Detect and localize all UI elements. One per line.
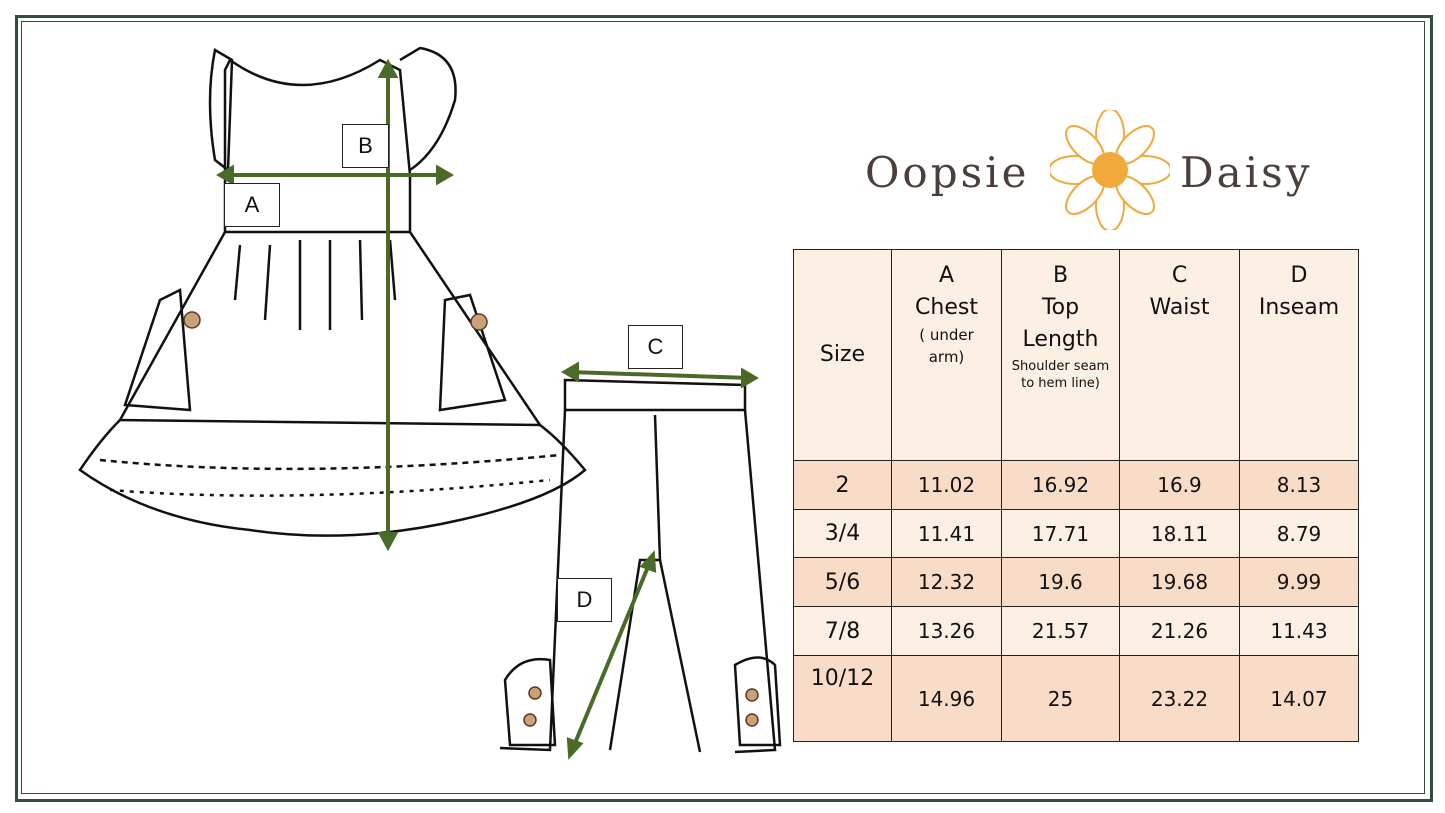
cell-inseam: 14.07 xyxy=(1239,655,1359,742)
cell-waist: 19.68 xyxy=(1119,557,1240,607)
cell-inseam: 8.79 xyxy=(1239,509,1359,558)
table-row: 2 11.02 16.92 16.9 8.13 xyxy=(793,460,1359,510)
pants-drawing xyxy=(499,378,782,754)
cell-chest: 12.32 xyxy=(891,557,1002,607)
cell-waist: 16.9 xyxy=(1119,460,1240,510)
cell-waist: 23.22 xyxy=(1119,655,1240,742)
cell-top-length: 25 xyxy=(1001,655,1120,742)
cell-inseam: 8.13 xyxy=(1239,460,1359,510)
header-top-note: Shoulder seam to hem line) xyxy=(1011,359,1110,391)
header-waist-letter: C xyxy=(1171,263,1188,288)
cell-size: 3/4 xyxy=(793,509,892,558)
inner-border xyxy=(21,21,1425,794)
cell-size: 7/8 xyxy=(793,606,892,656)
header-chest-sub: ( under arm) xyxy=(919,326,974,366)
header-inseam-letter: D xyxy=(1290,263,1308,288)
cell-waist: 18.11 xyxy=(1119,509,1240,558)
cell-top-length: 16.92 xyxy=(1001,460,1120,510)
size-chart-table: Size A Chest ( under arm) B Top Length S… xyxy=(793,249,1359,742)
button-icons xyxy=(183,311,759,727)
label-a: A xyxy=(224,183,280,227)
table-row: 3/4 11.41 17.71 18.11 8.79 xyxy=(793,509,1359,558)
cell-size: 2 xyxy=(793,460,892,510)
header-top-length: B Top Length Shoulder seam to hem line) xyxy=(1001,249,1120,461)
header-top-title: Top Length xyxy=(1022,295,1099,352)
cell-inseam: 9.99 xyxy=(1239,557,1359,607)
header-top-letter: B xyxy=(1052,263,1069,288)
cell-chest: 11.02 xyxy=(891,460,1002,510)
cell-top-length: 19.6 xyxy=(1001,557,1120,607)
header-inseam: D Inseam xyxy=(1239,249,1359,461)
cell-chest: 14.96 xyxy=(891,655,1002,742)
table-row: 5/6 12.32 19.6 19.68 9.99 xyxy=(793,557,1359,607)
cell-size: 10/12 xyxy=(793,655,892,742)
label-b: B xyxy=(342,124,389,168)
header-inseam-title: Inseam xyxy=(1258,295,1340,320)
brand-logo: Oopsie Daisy xyxy=(865,110,1345,230)
table-row: 7/8 13.26 21.57 21.26 11.43 xyxy=(793,606,1359,656)
header-waist: C Waist xyxy=(1119,249,1240,461)
label-d: D xyxy=(557,578,612,622)
brand-name-right: Daisy xyxy=(1180,148,1313,197)
brand-name-left: Oopsie xyxy=(865,148,1030,197)
cell-top-length: 17.71 xyxy=(1001,509,1120,558)
cell-chest: 11.41 xyxy=(891,509,1002,558)
header-row: Size A Chest ( under arm) B Top Length S… xyxy=(793,249,1359,461)
dress-drawing xyxy=(78,46,587,537)
cell-size: 5/6 xyxy=(793,557,892,607)
label-c: C xyxy=(628,325,683,369)
cell-top-length: 21.57 xyxy=(1001,606,1120,656)
cell-inseam: 11.43 xyxy=(1239,606,1359,656)
table-row: 10/12 14.96 25 23.22 14.07 xyxy=(793,655,1359,742)
daisy-icon xyxy=(1050,110,1170,230)
header-waist-title: Waist xyxy=(1149,295,1210,320)
cell-waist: 21.26 xyxy=(1119,606,1240,656)
header-chest-letter: A xyxy=(938,263,955,288)
outer-border xyxy=(15,15,1433,802)
header-size: Size xyxy=(793,249,892,461)
cell-chest: 13.26 xyxy=(891,606,1002,656)
header-size-title: Size xyxy=(819,342,866,367)
header-chest: A Chest ( under arm) xyxy=(891,249,1002,461)
header-chest-title: Chest xyxy=(915,295,978,320)
